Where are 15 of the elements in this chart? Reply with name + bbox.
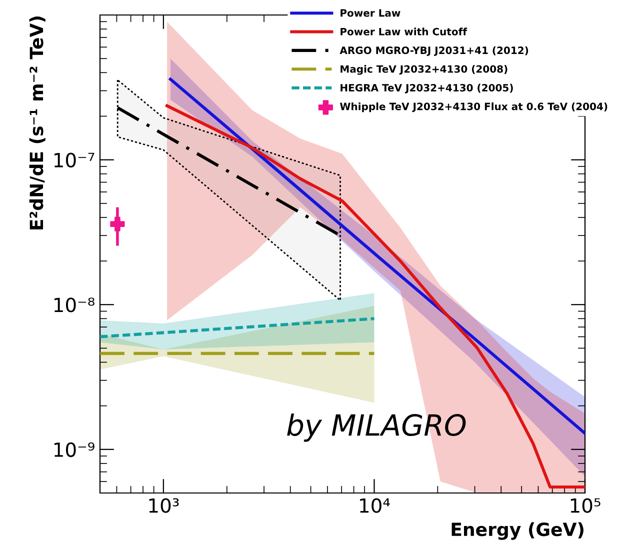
x-tick-label: 10⁴ bbox=[360, 498, 390, 513]
legend-label: Power Law bbox=[340, 9, 400, 17]
legend-label: ARGO MGRO-YBJ J2031+41 (2012) bbox=[340, 46, 528, 56]
x-tick-label: 10³ bbox=[149, 498, 179, 513]
y-tick-label: 10⁻⁷ bbox=[54, 152, 94, 168]
legend-label: Whipple TeV J2032+4130 Flux at 0.6 TeV (2004) bbox=[340, 102, 608, 112]
legend-label: HEGRA TeV J2032+4130 (2005) bbox=[340, 84, 513, 94]
y-axis-title: E²dN/dE (s⁻¹ m⁻² TeV) bbox=[29, 16, 46, 230]
y-tick-label: 10⁻⁸ bbox=[54, 298, 94, 312]
annotation: by MILAGRO bbox=[287, 413, 466, 442]
x-tick-label: 10⁵ bbox=[570, 498, 600, 513]
legend-label: Power Law with Cutoff bbox=[340, 28, 468, 36]
x-axis-title: Energy (GeV) bbox=[452, 522, 584, 540]
legend-label: Magic TeV J2032+4130 (2008) bbox=[340, 65, 508, 75]
y-tick-label: 10⁻⁹ bbox=[54, 442, 94, 458]
